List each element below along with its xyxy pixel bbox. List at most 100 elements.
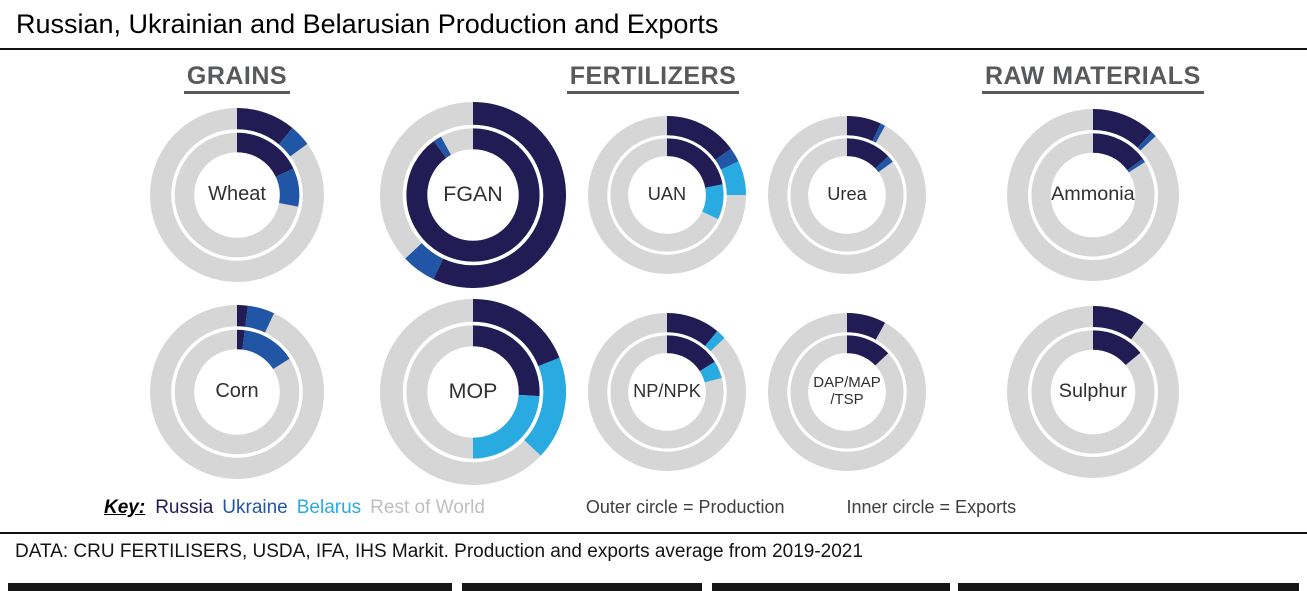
donut-svg [380,101,566,288]
exports-ring-segment-ukraine [875,155,893,172]
production-ring-segment-russia [666,115,731,160]
page-title: Russian, Ukrainian and Belarusian Produc… [16,9,719,39]
donut-urea: Urea [768,101,926,288]
group-title-raw-materials: RAW MATERIALS [982,62,1204,94]
donut-chart: NP/NPK [588,312,746,471]
exports-ring-segment-russia [472,324,540,396]
exports-ring-segment-ukraine [1127,158,1145,172]
donut-svg [588,115,746,274]
exports-ring-rest-of-world [610,334,724,449]
group-grains: GRAINS Wheat Corn [149,62,325,485]
cropped-bar-segment [462,583,702,591]
production-ring-segment-ukraine [1137,131,1156,151]
donut-chart: Corn [149,304,325,479]
production-ring-segment-russia [1092,108,1152,148]
donut-chart: UAN [588,115,746,274]
donut-label: MOP [448,378,498,403]
legend: Key: Russia Ukraine Belarus Rest of World O… [104,497,1307,519]
legend-key-label: Key: [104,497,146,518]
donut-dap-map-tsp: DAP/MAP/TSP [768,298,926,485]
production-ring-segment-russia [472,298,560,367]
donut-svg [149,107,325,282]
donut-svg [768,312,926,471]
group-fertilizers: FERTILIZERS FGAN UAN Urea MOP NP/NPK DAP/MAP/T… [380,62,926,485]
donut-svg [1006,108,1179,281]
group-raw-materials: RAW MATERIALS Ammonia Sulphur [982,62,1204,485]
exports-ring-segment-russia [846,137,889,169]
donut-ammonia: Ammonia [1006,101,1179,288]
legend-entry-belarus: Belarus [296,497,362,518]
exports-ring-segment-ukraine [433,136,452,158]
donut-chart: DAP/MAP/TSP [768,312,926,471]
source-note: DATA: CRU FERTILISERS, USDA, IFA, IHS Ma… [15,541,863,562]
donut-chart: MOP [380,298,566,485]
legend-entries: Russia Ukraine Belarus Rest of World [155,497,494,519]
exports-ring-rest-of-world [1031,132,1155,257]
production-ring-segment-russia [846,115,881,141]
production-ring-segment-ukraine [244,305,275,333]
donut-svg [380,298,566,485]
production-ring-segment-russia [236,304,248,327]
exports-ring-segment-belarus [701,183,724,219]
donut-sulphur: Sulphur [1006,298,1179,485]
production-ring-segment-russia [1092,305,1144,340]
donut-svg [588,312,746,471]
production-ring-segment-ukraine [278,127,308,157]
exports-ring-segment-russia [666,137,723,188]
donut-label: UAN [647,183,687,204]
production-ring-segment-russia [666,312,718,346]
donut-label: Urea [827,183,867,204]
donut-uan: UAN [588,101,746,288]
exports-ring-segment-ukraine [241,329,290,369]
group-grid: Wheat Corn [149,101,325,485]
donut-label: DAP/MAP/TSP [813,374,881,408]
donut-fgan: FGAN [380,101,566,288]
donut-label: Sulphur [1058,379,1127,402]
production-ring-segment-ukraine [872,123,886,143]
group-header: GRAINS [183,62,291,94]
donut-label: NP/NPK [633,380,701,401]
production-ring-segment-belarus [704,330,725,351]
group-grid: FGAN UAN Urea MOP NP/NPK DAP/MAP/TSP [380,101,926,485]
production-ring-segment-belarus [523,357,566,456]
donut-label: Ammonia [1051,182,1135,205]
donut-corn: Corn [149,298,325,485]
exports-ring-rest-of-world [1031,329,1155,454]
donut-chart: Wheat [149,107,325,282]
donut-svg [149,304,325,479]
production-ring-segment-ukraine [405,242,444,279]
donut-chart: FGAN [380,101,566,288]
exports-ring-segment-russia [236,132,294,177]
production-ring-segment-russia [433,101,566,288]
group-grid: Ammonia Sulphur [1006,101,1179,485]
donut-chart: Ammonia [1006,108,1179,281]
exports-ring-segment-russia [666,334,715,372]
donut-mop: MOP [380,298,566,485]
donut-svg [1006,305,1179,478]
exports-ring-segment-ukraine [275,167,300,207]
legend-inner-note: Inner circle = Exports [846,497,1017,517]
exports-ring-segment-belarus [472,393,540,459]
exports-ring-segment-russia [1092,132,1143,170]
donut-chart: Urea [768,115,926,274]
legend-entry-russia: Russia [155,497,214,518]
chart-area: GRAINS Wheat Corn FERTILIZERS FGAN UAN Urea MOP… [0,62,1307,485]
group-title-fertilizers: FERTILIZERS [566,62,740,94]
cropped-bar-segment [712,583,950,591]
donut-label: FGAN [443,181,503,206]
legend-entry-rest-of-world: Rest of World [370,497,485,518]
exports-ring-segment-russia [846,334,889,366]
production-ring-segment-belarus [720,160,746,195]
exports-ring-segment-russia [1092,329,1141,365]
group-title-grains: GRAINS [183,62,291,94]
donut-wheat: Wheat [149,101,325,288]
production-ring-segment-russia [846,312,886,340]
group-header: RAW MATERIALS [982,62,1204,94]
group-header: FERTILIZERS [566,62,740,94]
production-ring-segment-russia [236,107,293,145]
donut-label: Corn [215,379,259,402]
exports-ring-segment-belarus [699,361,722,383]
cropped-bar-row [0,583,1307,591]
donut-svg [768,115,926,274]
production-ring-segment-ukraine [715,148,739,170]
